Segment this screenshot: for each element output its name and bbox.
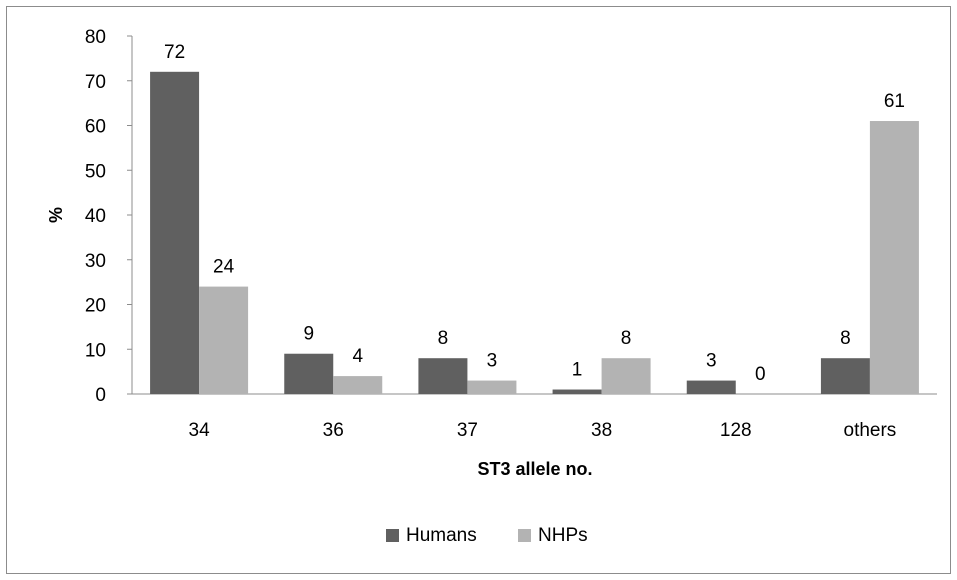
y-axis-title: % bbox=[46, 207, 66, 223]
y-tick-label: 80 bbox=[85, 27, 106, 48]
data-label-nhps-128: 0 bbox=[755, 364, 766, 385]
data-label-humans-38: 1 bbox=[572, 360, 583, 381]
bar-humans-36 bbox=[284, 353, 334, 394]
legend-label-humans: Humans bbox=[406, 525, 477, 546]
x-tick-label: 34 bbox=[189, 420, 211, 441]
x-tick-label: 37 bbox=[457, 420, 478, 441]
data-label-nhps-34: 24 bbox=[213, 257, 235, 278]
data-label-nhps-others: 61 bbox=[884, 91, 905, 112]
data-label-humans-others: 8 bbox=[840, 328, 851, 349]
x-tick-label: others bbox=[844, 420, 897, 441]
data-label-humans-34: 72 bbox=[164, 42, 185, 63]
legend-swatch-nhps bbox=[518, 529, 531, 542]
data-label-nhps-36: 4 bbox=[352, 346, 363, 367]
y-tick-label: 50 bbox=[85, 161, 106, 182]
data-label-humans-37: 8 bbox=[438, 328, 449, 349]
bar-nhps-38 bbox=[601, 358, 651, 394]
y-tick-label: 20 bbox=[85, 296, 106, 317]
y-tick-label: 10 bbox=[85, 340, 106, 361]
y-tick-label: 70 bbox=[85, 72, 106, 93]
bar-nhps-36 bbox=[333, 376, 383, 394]
y-tick-label: 30 bbox=[85, 251, 106, 272]
legend-label-nhps: NHPs bbox=[538, 525, 588, 546]
data-label-humans-36: 9 bbox=[303, 324, 314, 345]
bar-humans-others bbox=[820, 358, 870, 394]
bar-humans-34 bbox=[150, 71, 200, 395]
bar-humans-37 bbox=[418, 358, 468, 394]
y-tick-label: 60 bbox=[85, 117, 106, 138]
data-label-nhps-38: 8 bbox=[621, 328, 632, 349]
bar-nhps-34 bbox=[199, 286, 249, 394]
bar-humans-128 bbox=[686, 380, 736, 394]
data-label-nhps-37: 3 bbox=[487, 351, 498, 372]
legend-swatch-humans bbox=[386, 529, 399, 542]
bar-nhps-others bbox=[869, 121, 919, 395]
y-tick-label: 0 bbox=[95, 385, 106, 406]
plot-area: 0102030405060708034722436943783381812830… bbox=[85, 27, 937, 441]
data-label-humans-128: 3 bbox=[706, 351, 717, 372]
x-tick-label: 38 bbox=[591, 420, 612, 441]
legend: Humans NHPs bbox=[386, 525, 588, 546]
x-axis-title: ST3 allele no. bbox=[477, 459, 592, 479]
x-tick-label: 128 bbox=[720, 420, 752, 441]
y-tick-label: 40 bbox=[85, 206, 106, 227]
bar-nhps-37 bbox=[467, 380, 517, 394]
bar-humans-38 bbox=[552, 389, 602, 394]
x-tick-label: 36 bbox=[323, 420, 344, 441]
